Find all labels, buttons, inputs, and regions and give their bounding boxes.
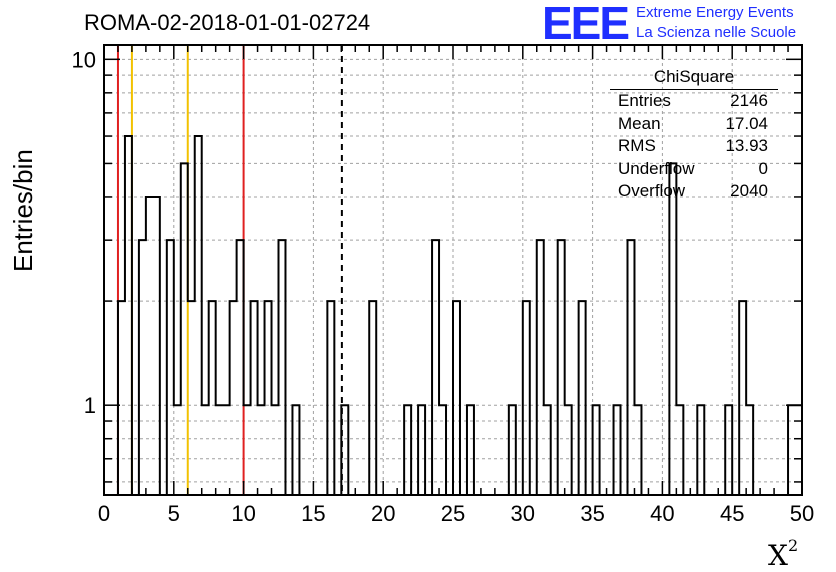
stats-row-mean: Mean 17.04: [610, 113, 778, 136]
stats-label: Underflow: [618, 158, 695, 178]
x-tick-label: 45: [720, 501, 744, 526]
stats-label: Entries: [618, 91, 671, 110]
stats-value: 17.04: [725, 113, 768, 133]
stats-value: 13.93: [725, 136, 768, 156]
histogram: [104, 135, 802, 496]
x-axis-label-superscript: 2: [787, 536, 799, 555]
y-axis-label: Entries/bin: [8, 149, 38, 272]
x-axis-label-base: X: [768, 539, 788, 572]
brand-line-2: La Scienza nelle Scuole: [636, 24, 797, 41]
stats-value: 2146: [730, 91, 768, 110]
chart-title: ROMA-02-2018-01-01-02724: [84, 10, 371, 35]
stats-value: 2040: [730, 181, 768, 201]
stats-row-underflow: Underflow 0: [610, 158, 778, 181]
x-tick-label: 40: [650, 501, 674, 526]
x-tick-label: 20: [371, 501, 395, 526]
stats-value: 0: [758, 158, 768, 178]
brand-line-1: Extreme Energy Events: [636, 4, 794, 21]
x-tick-label: 25: [441, 501, 465, 526]
stats-row-entries: Entries 2146: [610, 90, 778, 113]
stats-label: Mean: [618, 113, 661, 133]
axis-ticks: 0 5 10 15 20 25 30 35 40 45 50 1 10: [72, 45, 814, 526]
y-tick-label: 1: [84, 393, 96, 418]
x-axis-label: X2: [768, 536, 798, 572]
stats-row-overflow: Overflow 2040: [610, 180, 778, 203]
x-tick-label: 5: [168, 501, 180, 526]
stats-title: ChiSquare: [610, 67, 778, 90]
x-tick-label: 0: [98, 501, 110, 526]
stats-row-rms: RMS 13.93: [610, 135, 778, 158]
stats-box: ChiSquare Entries 2146 Mean 17.04 RMS 13.93…: [610, 67, 778, 203]
x-tick-label: 50: [790, 501, 814, 526]
y-tick-label: 10: [72, 47, 96, 72]
x-tick-label: 15: [301, 501, 325, 526]
eee-logo: EEE: [542, 0, 630, 49]
stats-label: RMS: [618, 136, 656, 156]
x-tick-label: 10: [231, 501, 255, 526]
histogram-outline: [104, 135, 802, 496]
stats-label: Overflow: [618, 181, 686, 201]
x-tick-label: 35: [580, 501, 604, 526]
x-tick-label: 30: [511, 501, 535, 526]
